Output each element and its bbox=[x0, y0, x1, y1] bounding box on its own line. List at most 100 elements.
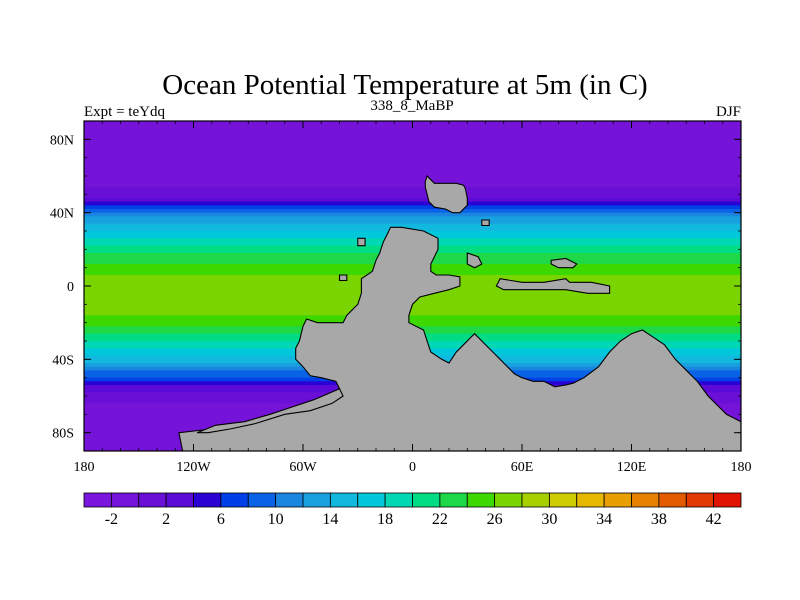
colorbar-label: 10 bbox=[268, 511, 284, 528]
colorbar-swatch bbox=[384, 492, 413, 508]
x-tick-label: 120E bbox=[617, 460, 647, 475]
temperature-band bbox=[84, 172, 741, 177]
colorbar-swatch bbox=[138, 492, 167, 508]
subtitle-left: Expt = teYdq bbox=[84, 104, 165, 120]
temperature-band bbox=[84, 150, 741, 155]
colorbar-swatch bbox=[631, 492, 660, 508]
temperature-band bbox=[84, 190, 741, 195]
subtitle-right: DJF bbox=[716, 104, 741, 120]
chart-title: Ocean Potential Temperature at 5m (in C) bbox=[162, 69, 647, 101]
colorbar-swatch bbox=[494, 492, 523, 508]
colorbar-label: 6 bbox=[217, 511, 225, 528]
colorbar-swatch bbox=[110, 492, 140, 508]
colorbar-label: -2 bbox=[105, 511, 118, 528]
land-small-isle-5 bbox=[357, 237, 366, 247]
temperature-band bbox=[84, 304, 741, 309]
colorbar-label: 2 bbox=[162, 511, 170, 528]
temperature-band bbox=[84, 132, 741, 137]
colorbar-label: 26 bbox=[487, 511, 503, 528]
temperature-band bbox=[84, 176, 741, 181]
temperature-band bbox=[84, 315, 741, 320]
colorbar-label: 14 bbox=[322, 511, 338, 528]
x-tick-label: 180 bbox=[731, 460, 752, 475]
x-tick-label: 0 bbox=[409, 460, 416, 475]
colorbar-swatch bbox=[357, 492, 386, 508]
temperature-band bbox=[84, 128, 741, 133]
temperature-band bbox=[84, 216, 741, 221]
temperature-band bbox=[84, 187, 741, 192]
land-northern-island bbox=[424, 174, 468, 214]
colorbar-label: 42 bbox=[706, 511, 722, 528]
temperature-band bbox=[84, 139, 741, 144]
land-small-isle-2 bbox=[466, 252, 483, 269]
temperature-band bbox=[84, 179, 741, 184]
temperature-band bbox=[84, 168, 741, 173]
colorbar-swatch bbox=[329, 492, 359, 508]
land-eastern-strip bbox=[495, 278, 611, 294]
land-masses bbox=[178, 174, 741, 451]
colorbar-swatch bbox=[439, 492, 468, 508]
y-tick-label: 0 bbox=[67, 280, 74, 295]
colorbar-label: 22 bbox=[432, 511, 448, 528]
y-tick-label: 40S bbox=[52, 353, 74, 368]
colorbar-labels: -2 2 6 10 14 18 22 26 30 34 38 42 bbox=[105, 511, 722, 528]
x-tick-label: 60E bbox=[511, 460, 534, 475]
colorbar-label: 18 bbox=[377, 511, 393, 528]
temperature-band bbox=[84, 220, 741, 225]
colorbar-swatch bbox=[521, 492, 550, 508]
colorbar-swatch bbox=[165, 492, 194, 508]
colorbar-swatch bbox=[275, 492, 304, 508]
temperature-band bbox=[84, 212, 741, 217]
temperature-band bbox=[84, 135, 741, 140]
temperature-band bbox=[84, 308, 741, 313]
land-lagoon-west bbox=[196, 387, 344, 434]
colorbar-swatch bbox=[713, 492, 742, 508]
y-tick-label: 40N bbox=[50, 207, 74, 222]
temperature-band bbox=[84, 198, 741, 203]
y-tick-labels: 80N 40N 0 40S 80S bbox=[50, 133, 74, 441]
temperature-band bbox=[84, 201, 741, 206]
plot-area bbox=[84, 121, 741, 451]
land-continent-west bbox=[178, 226, 741, 451]
temperature-band bbox=[84, 223, 741, 228]
land-small-isle-1 bbox=[550, 257, 578, 269]
colorbar-swatch bbox=[412, 492, 441, 508]
colorbar-label: 34 bbox=[596, 511, 612, 528]
colorbar-swatch bbox=[548, 492, 578, 508]
x-tick-labels: 180 120W 60W 0 60E 120E 180 bbox=[74, 460, 752, 475]
subtitle-center: 338_8_MaBP bbox=[370, 98, 453, 114]
colorbar bbox=[83, 492, 742, 508]
colorbar-swatch bbox=[193, 492, 222, 508]
land-small-isle-3 bbox=[338, 274, 348, 282]
temperature-band bbox=[84, 209, 741, 214]
colorbar-swatch bbox=[83, 492, 112, 508]
temperature-band bbox=[84, 205, 741, 210]
colorbar-label: 30 bbox=[541, 511, 557, 528]
colorbar-swatch bbox=[302, 492, 331, 508]
temperature-band bbox=[84, 194, 741, 199]
x-tick-label: 120W bbox=[176, 460, 211, 475]
colorbar-swatch bbox=[466, 492, 496, 508]
y-tick-label: 80N bbox=[50, 133, 74, 148]
y-tick-label: 80S bbox=[52, 427, 74, 442]
colorbar-swatch bbox=[247, 492, 277, 508]
temperature-band bbox=[84, 165, 741, 170]
temperature-band bbox=[84, 157, 741, 162]
map-ticks bbox=[83, 120, 742, 452]
colorbar-label: 38 bbox=[651, 511, 667, 528]
temperature-band bbox=[84, 154, 741, 159]
x-tick-label: 180 bbox=[74, 460, 95, 475]
colorbar-swatch bbox=[603, 492, 632, 508]
temperature-band bbox=[84, 161, 741, 166]
colorbar-swatch bbox=[220, 492, 249, 508]
temperature-band bbox=[84, 146, 741, 151]
land-small-isle-4 bbox=[481, 219, 490, 227]
temperature-band bbox=[84, 311, 741, 316]
colorbar-swatch bbox=[576, 492, 605, 508]
colorbar-swatch bbox=[658, 492, 687, 508]
temperature-band bbox=[84, 143, 741, 148]
temperature-band bbox=[84, 183, 741, 188]
temperature-band bbox=[84, 319, 741, 324]
colorbar-swatch bbox=[685, 492, 715, 508]
